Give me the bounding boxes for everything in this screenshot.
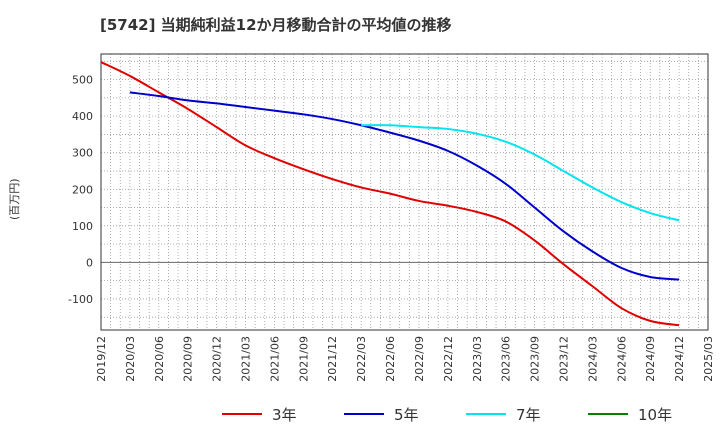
y-tick-label: 500 [72, 74, 93, 87]
x-tick-label: 2021/03 [240, 336, 253, 382]
grid [100, 54, 709, 330]
legend-swatch [344, 413, 384, 415]
x-tick-label: 2022/12 [442, 336, 455, 382]
legend: 3年 5年 7年 10年 [0, 404, 720, 428]
x-tick-label: 2022/03 [355, 336, 368, 382]
x-tick-label: 2023/12 [557, 336, 570, 382]
legend-label: 7年 [516, 405, 541, 424]
y-tick-label: 300 [72, 147, 93, 160]
legend-item: 5年 [344, 404, 419, 424]
legend-label: 3年 [272, 405, 297, 424]
x-tick-label: 2021/09 [297, 336, 310, 382]
legend-swatch [222, 413, 262, 415]
legend-label: 10年 [638, 405, 673, 424]
x-tick-label: 2020/12 [211, 336, 224, 382]
chart-title: [5742] 当期純利益12か月移動合計の平均値の推移 [100, 16, 452, 34]
legend-swatch [588, 413, 628, 415]
y-tick-label: 0 [86, 256, 93, 269]
y-tick-labels: 500 400 300 200 100 0 -100 [68, 74, 93, 306]
legend-item: 10年 [588, 404, 672, 424]
y-tick-label: 200 [72, 183, 93, 196]
legend-label: 5年 [394, 405, 419, 424]
x-tick-label: 2020/06 [153, 336, 166, 382]
x-tick-label: 2020/03 [124, 336, 137, 382]
x-tick-label: 2024/03 [586, 336, 599, 382]
x-tick-label: 2025/03 [702, 336, 715, 382]
series-line-5年 [129, 91, 680, 281]
y-tick-label: 400 [72, 110, 93, 123]
x-tick-label: 2023/09 [529, 336, 542, 382]
x-tick-label: 2020/09 [182, 336, 195, 382]
y-tick-label: -100 [68, 293, 93, 306]
y-tick-label: 100 [72, 220, 93, 233]
x-tick-label: 2022/09 [413, 336, 426, 382]
series-lines [100, 61, 680, 327]
legend-item: 3年 [222, 404, 297, 424]
x-tick-label: 2024/06 [615, 336, 628, 382]
legend-swatch [466, 413, 506, 415]
legend-item: 7年 [466, 404, 541, 424]
x-tick-labels: 2019/12 2020/03 2020/06 2020/09 2020/12 2021/… [95, 336, 715, 382]
x-tick-label: 2019/12 [95, 336, 108, 382]
x-tick-label: 2023/06 [500, 336, 513, 382]
x-tick-label: 2021/12 [326, 336, 339, 382]
x-tick-label: 2023/03 [471, 336, 484, 382]
plot-frame [100, 53, 709, 331]
series-line-3年 [100, 61, 680, 327]
x-tick-label: 2022/06 [384, 336, 397, 382]
x-tick-label: 2024/09 [644, 336, 657, 382]
x-tick-label: 2024/12 [673, 336, 686, 382]
x-tick-label: 2021/06 [268, 336, 281, 382]
axes [100, 53, 709, 331]
series-line-7年 [361, 124, 680, 222]
